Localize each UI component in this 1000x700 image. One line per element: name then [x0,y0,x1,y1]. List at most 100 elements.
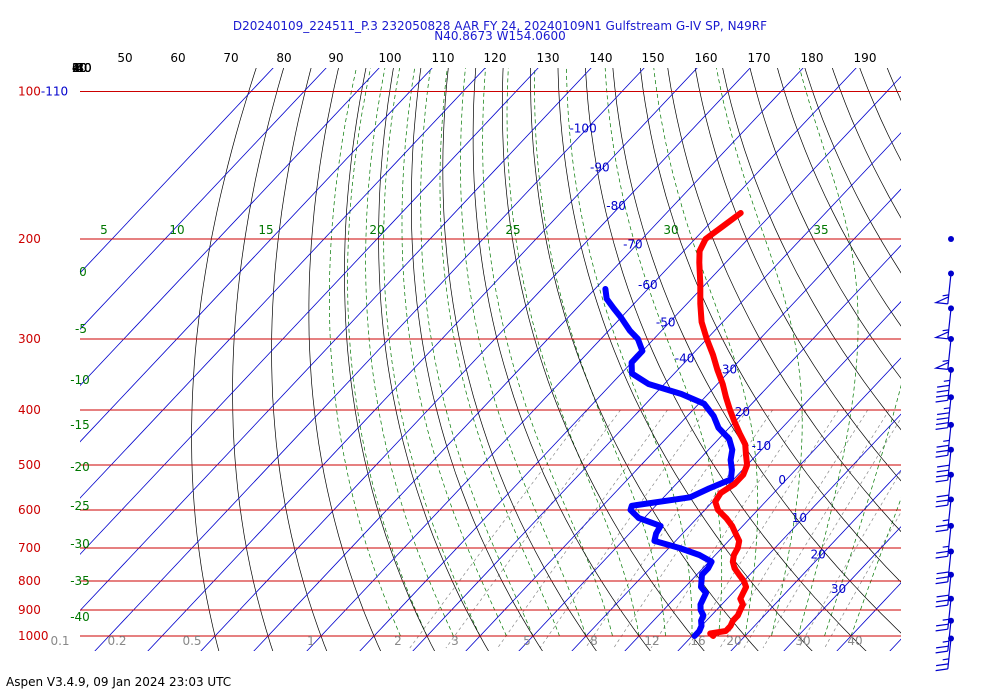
mixing-ratio-label: 30 [795,634,810,648]
dry-adiabat-line [722,68,901,431]
isotherm-line [571,301,901,651]
dry-adiabat-line [191,68,257,651]
dry-adiabat-line [667,68,901,533]
dry-adiabat-line [694,68,901,482]
dry-adiabat-line [804,68,901,274]
moist-adiabat-label: 35 [813,223,828,237]
dry-adiabat-line [777,68,901,327]
top-axis-label: 120 [484,51,507,65]
moist-adiabat-line [716,68,803,637]
mixing-ratio-line [585,409,748,649]
moist-adiabat-line [365,68,454,637]
moist-adiabat-line [566,68,693,636]
mixing-ratio-line [824,511,901,649]
moist-adiabat-line [439,68,560,637]
isotherm-label: -100 [569,122,596,136]
dry-adiabat-line [585,68,867,651]
dry-adiabat-line [472,68,651,651]
moist-adiabat-label: -15 [70,418,90,432]
moist-adiabat-line [604,68,723,637]
wind-barb [935,635,954,672]
dry-adiabat-line [886,68,901,102]
wind-barb [933,336,954,370]
isotherm-label: 30 [831,582,846,596]
mixing-ratio-line [762,417,901,649]
isotherm-line [200,68,751,651]
dry-adiabat-line [442,68,597,651]
isotherm-line [80,68,327,330]
moist-adiabat-label: -40 [70,610,90,624]
isotherm-line [624,357,901,651]
dry-adiabat-line [639,68,901,583]
isotherm-label: -10 [752,439,772,453]
isotherm-label: -70 [623,238,643,252]
isotherm-line [147,68,698,651]
moist-adiabat-label: -35 [70,574,90,588]
isotherm-line [465,188,901,651]
mixing-ratio-label: 8 [590,634,598,648]
mixing-ratio-line [539,409,707,649]
pressure-label: 300 [18,332,41,346]
temperature-profile [696,210,751,639]
isotherm-line [412,132,901,651]
moist-adiabat-line [797,68,859,637]
moist-adiabat-label: -20 [70,460,90,474]
mixing-ratio-line [497,409,668,649]
isotherm-label: -50 [656,315,676,329]
mixing-ratio-line [650,409,807,649]
title-line-1: D20240109_224511_P.3 232050828 AAR FY 24… [232,19,768,33]
isotherm-line [836,582,901,651]
moist-adiabat-label: 5 [100,223,108,237]
wind-barb [935,471,954,508]
dry-adiabats [191,42,1000,660]
moist-adiabat-line [482,68,613,637]
isotherm-line [677,413,901,651]
isotherm-line [80,68,274,274]
moist-adiabat-label: 25 [505,223,520,237]
dry-adiabat-line [378,68,489,651]
top-axis-label: 170 [748,51,771,65]
moist-adiabat-line [850,497,901,637]
isobars [80,91,901,637]
pressure-label: 200 [18,232,41,246]
mixing-ratio-label: 1 [307,634,315,648]
moist-adiabat-line [824,384,901,637]
isotherm-label: -40 [675,352,695,366]
top-axis-label: 70 [223,51,238,65]
dry-adiabat-line [859,68,901,162]
moist-adiabat-label: -25 [70,499,90,513]
isotherm-line [935,13,1000,660]
mixing-ratio-lines [409,409,901,649]
isotherm-label: 0 [778,473,786,487]
dry-adiabat-line [904,42,1000,660]
pressure-label: 600 [18,503,41,517]
top-axis-label: 60 [170,51,185,65]
top-axis-label: 80 [276,51,291,65]
mixing-ratio-label: 2 [394,634,402,648]
wind-barb [933,270,954,305]
moist-adiabat-line [383,68,481,637]
isotherm-line [80,68,380,387]
dewpoint-profile [602,286,736,639]
pressure-label: 800 [18,574,41,588]
moist-adiabat-line [534,68,666,637]
mixing-ratio-label: 20 [726,634,741,648]
mixing-ratio-label: 12 [644,634,659,648]
dry-adiabat-label: 10 [72,61,87,75]
mixing-ratio-label: 3 [451,634,459,648]
moist-adiabat-line [401,68,507,637]
wind-barbs [933,236,954,672]
moist-adiabat-label: 15 [258,223,273,237]
dry-adiabat-line [612,68,901,634]
mixing-ratio-line [743,409,890,649]
mixing-ratio-label: 40 [847,634,862,648]
pressure-label: 900 [18,603,41,617]
dry-adiabat-label: -20 [72,61,92,75]
mixing-ratio-line [687,409,839,649]
wind-barb [933,305,954,340]
wind-barb [935,595,954,632]
top-axis-label: 100 [379,51,402,65]
top-axis-label: 90 [328,51,343,65]
isotherm-line [80,68,592,612]
isotherm-line [80,68,433,443]
